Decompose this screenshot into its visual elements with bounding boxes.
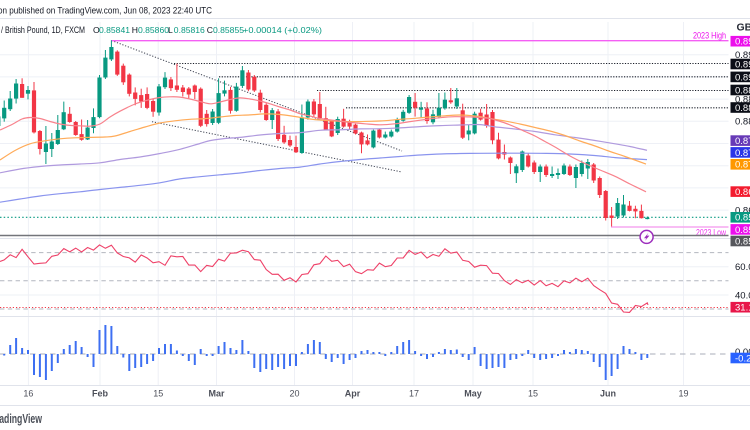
svg-text:0.8641: 0.8641 (735, 187, 750, 198)
svg-text:0.8950: 0.8950 (735, 50, 750, 61)
svg-text:H: H (132, 25, 138, 35)
svg-text:15: 15 (153, 389, 163, 399)
svg-text:40.00: 40.00 (735, 290, 750, 301)
svg-text:0.8832: 0.8832 (735, 103, 750, 114)
svg-text:0.8543: 0.8543 (735, 236, 750, 247)
svg-text:0.8850: 0.8850 (735, 95, 750, 106)
svg-text:60.00: 60.00 (735, 262, 750, 273)
svg-text:16: 16 (23, 389, 33, 399)
svg-text:0.8586: 0.8586 (735, 213, 750, 224)
svg-text:TradingView: TradingView (0, 412, 42, 426)
svg-text:31.19: 31.19 (735, 303, 750, 314)
svg-text:GBP: GBP (737, 21, 750, 33)
svg-text:17: 17 (409, 389, 419, 399)
svg-text:0.85841: 0.85841 (99, 25, 130, 35)
svg-text:0.8901: 0.8901 (735, 72, 750, 83)
svg-text:L: L (168, 25, 173, 35)
svg-text:0.8600: 0.8600 (735, 206, 750, 217)
svg-text:Feb: Feb (92, 389, 109, 399)
svg-text:0.85816: 0.85816 (174, 25, 205, 35)
svg-text:May: May (464, 389, 482, 399)
svg-text:-0.2: -0.2 (735, 353, 750, 364)
svg-text:Jun: Jun (600, 389, 616, 399)
svg-text:0.8703: 0.8703 (735, 160, 750, 171)
svg-text:0.8929: 0.8929 (735, 59, 750, 70)
svg-text:/ British Pound, 1D, FXCM: / British Pound, 1D, FXCM (1, 25, 85, 35)
svg-text:O: O (93, 25, 100, 35)
svg-text:+0.00014 (+0.02%): +0.00014 (+0.02%) (243, 25, 322, 35)
svg-text:Apr: Apr (345, 389, 361, 399)
svg-text:20: 20 (289, 389, 299, 399)
svg-text:0.8741: 0.8741 (735, 136, 750, 147)
svg-text:C: C (207, 25, 213, 35)
svg-text:0.8562: 0.8562 (735, 225, 750, 236)
svg-text:0.8871: 0.8871 (735, 85, 750, 96)
svg-text:on published on TradingView.co: on published on TradingView.com, Jun 08,… (0, 6, 212, 16)
svg-text:2023 Low: 2023 Low (696, 228, 726, 238)
svg-text:19: 19 (678, 389, 688, 399)
svg-text:0.8730: 0.8730 (735, 148, 750, 159)
svg-text:Mar: Mar (208, 389, 225, 399)
svg-text:2023 High: 2023 High (693, 31, 726, 41)
svg-text:0.85860: 0.85860 (138, 25, 169, 35)
svg-text:0.8800: 0.8800 (735, 117, 750, 128)
svg-text:0.85855: 0.85855 (213, 25, 244, 35)
svg-text:0.0000: 0.0000 (735, 347, 750, 358)
svg-text:0.8980: 0.8980 (735, 37, 750, 48)
svg-text:15: 15 (528, 389, 538, 399)
